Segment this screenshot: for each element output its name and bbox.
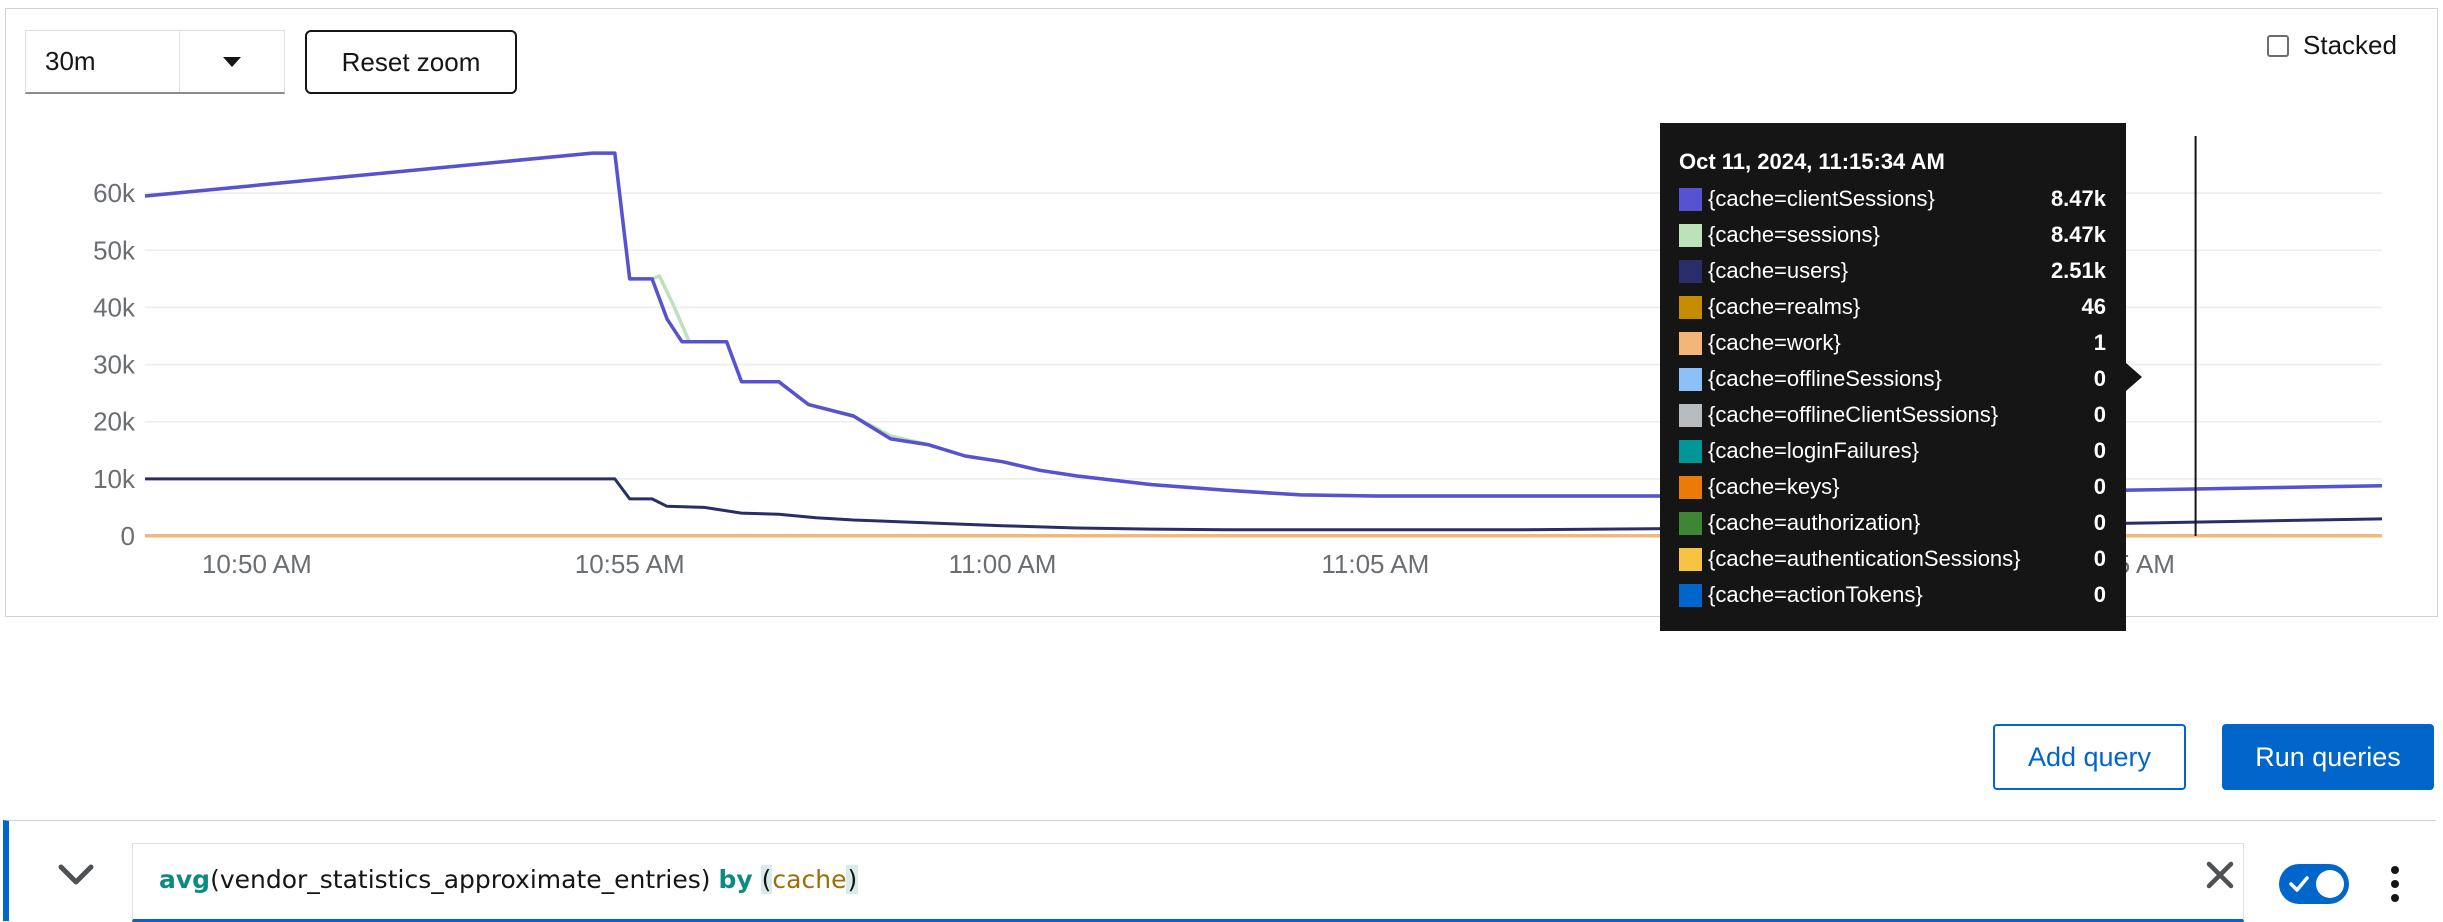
- caret-down-icon: [223, 56, 241, 67]
- y-tick-label: 50k: [93, 235, 136, 265]
- kebab-icon[interactable]: [2389, 866, 2401, 902]
- chart-tooltip: Oct 11, 2024, 11:15:34 AM {cache=clientS…: [1660, 123, 2126, 631]
- tooltip-series-label: {cache=offlineClientSessions}: [1708, 402, 1999, 427]
- tooltip-series-value: 0: [2093, 510, 2106, 535]
- reset-zoom-button[interactable]: Reset zoom: [305, 30, 517, 94]
- chevron-down-icon[interactable]: [56, 860, 96, 890]
- run-queries-button[interactable]: Run queries: [2222, 724, 2434, 790]
- tooltip-series-value: 0: [2093, 546, 2106, 571]
- tooltip-row: {cache=realms} 46: [1679, 289, 2106, 325]
- tooltip-row: {cache=offlineSessions} 0: [1679, 361, 2106, 397]
- series-swatch: [1679, 439, 1702, 463]
- tooltip-series-value: 46: [2081, 294, 2106, 319]
- x-tick-label: 11:00 AM: [949, 549, 1057, 579]
- stacked-label: Stacked: [2303, 30, 2397, 60]
- tooltip-series-label: {cache=sessions}: [1708, 222, 1880, 247]
- series-swatch: [1679, 475, 1702, 499]
- tooltip-series-value: 0: [2093, 402, 2106, 427]
- series-swatch: [1679, 223, 1702, 247]
- stacked-checkbox-box[interactable]: [2267, 34, 2289, 57]
- query-function: avg: [159, 865, 211, 894]
- tooltip-row: {cache=sessions} 8.47k: [1679, 217, 2106, 253]
- series-line: [145, 477, 2383, 532]
- tooltip-series-label: {cache=clientSessions}: [1708, 186, 1935, 211]
- series-swatch: [1679, 403, 1702, 427]
- series-swatch: [1679, 583, 1702, 607]
- tooltip-row: {cache=offlineClientSessions} 0: [1679, 397, 2106, 433]
- series-swatch: [1679, 547, 1702, 571]
- stacked-checkbox[interactable]: Stacked: [2267, 30, 2397, 61]
- y-tick-label: 10k: [93, 464, 136, 494]
- y-tick-label: 60k: [93, 178, 136, 208]
- tooltip-row: {cache=work} 1: [1679, 325, 2106, 361]
- tooltip-series-label: {cache=work}: [1708, 330, 1841, 355]
- series-swatch: [1679, 187, 1702, 211]
- x-tick-label: 10:55 AM: [575, 549, 685, 579]
- time-range-select[interactable]: 30m: [25, 30, 285, 94]
- tooltip-row: {cache=authenticationSessions} 0: [1679, 541, 2106, 577]
- tooltip-title: Oct 11, 2024, 11:15:34 AM: [1679, 149, 1945, 174]
- y-tick-label: 30k: [93, 350, 136, 380]
- query-input[interactable]: avg(vendor_statistics_approximate_entrie…: [132, 843, 2244, 922]
- close-icon[interactable]: [2204, 859, 2236, 891]
- tooltip-row: {cache=users} 2.51k: [1679, 253, 2106, 289]
- tooltip-arrow: [2126, 363, 2142, 391]
- tooltip-row: {cache=keys} 0: [1679, 469, 2106, 505]
- tooltip-row: {cache=authorization} 0: [1679, 505, 2106, 541]
- query-metric: (vendor_statistics_approximate_entries): [210, 865, 719, 894]
- series-line: [144, 151, 2383, 498]
- query-space: [753, 865, 761, 894]
- series-swatch: [1679, 295, 1702, 319]
- tooltip-series-value: 2.51k: [2050, 258, 2106, 283]
- tooltip-row: {cache=actionTokens} 0: [1679, 577, 2106, 613]
- tooltip-series-value: 0: [2093, 438, 2106, 463]
- time-range-value: 30m: [45, 46, 96, 76]
- x-tick-label: 11:05 AM: [1321, 549, 1429, 579]
- query-keyword: by: [718, 865, 753, 894]
- time-range-toggle[interactable]: [179, 31, 284, 92]
- switch-knob: [2316, 870, 2344, 898]
- query-close-paren: ): [846, 865, 859, 894]
- x-tick-label: 10:50 AM: [202, 549, 312, 579]
- tooltip-series-label: {cache=realms}: [1708, 294, 1861, 319]
- series-swatch: [1679, 511, 1702, 535]
- query-label: cache: [772, 865, 847, 894]
- y-tick-label: 40k: [93, 292, 136, 322]
- tooltip-series-value: 0: [2093, 582, 2106, 607]
- tooltip-series-value: 8.47k: [2050, 186, 2106, 211]
- tooltip-series-value: 0: [2093, 474, 2106, 499]
- series-swatch: [1679, 331, 1702, 355]
- tooltip-series-label: {cache=actionTokens}: [1708, 582, 1923, 607]
- query-open-paren: (: [760, 865, 773, 894]
- tooltip-series-value: 8.47k: [2050, 222, 2106, 247]
- series-swatch: [1679, 259, 1702, 283]
- query-row: avg(vendor_statistics_approximate_entrie…: [3, 820, 2436, 922]
- series-swatch: [1679, 367, 1702, 391]
- tooltip-row: {cache=clientSessions} 8.47k: [1679, 181, 2106, 217]
- tooltip-series-label: {cache=offlineSessions}: [1708, 366, 1942, 391]
- tooltip-series-label: {cache=keys}: [1708, 474, 1840, 499]
- y-tick-label: 20k: [93, 407, 136, 437]
- y-tick-label: 0: [121, 521, 135, 551]
- tooltip-series-value: 0: [2093, 366, 2106, 391]
- tooltip-series-label: {cache=authenticationSessions}: [1708, 546, 2021, 571]
- tooltip-row: {cache=loginFailures} 0: [1679, 433, 2106, 469]
- tooltip-rows: {cache=clientSessions} 8.47k {cache=sessio…: [1679, 181, 2106, 613]
- tooltip-series-label: {cache=loginFailures}: [1708, 438, 1919, 463]
- add-query-button[interactable]: Add query: [1993, 724, 2186, 790]
- check-icon: [2289, 876, 2309, 892]
- query-enable-switch[interactable]: [2279, 864, 2349, 904]
- tooltip-series-label: {cache=users}: [1708, 258, 1849, 283]
- tooltip-series-value: 1: [2093, 330, 2106, 355]
- tooltip-series-label: {cache=authorization}: [1708, 510, 1921, 535]
